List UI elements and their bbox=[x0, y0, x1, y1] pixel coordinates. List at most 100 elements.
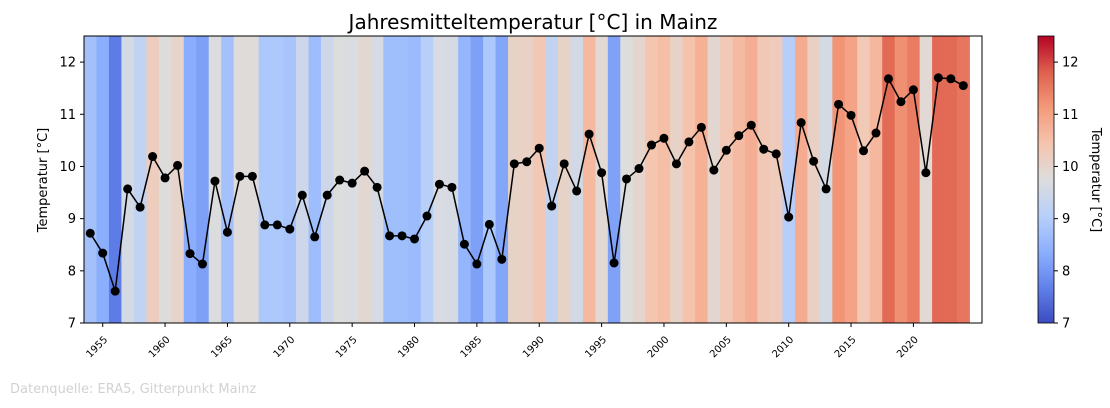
x-tick-label: 1985 bbox=[459, 334, 485, 360]
data-point-2020 bbox=[908, 85, 918, 95]
data-point-2007 bbox=[746, 120, 756, 130]
data-point-2002 bbox=[684, 137, 694, 147]
stripe-1962 bbox=[183, 36, 197, 323]
stripe-1990 bbox=[533, 36, 546, 323]
data-point-2024 bbox=[958, 81, 968, 91]
stripe-2018 bbox=[882, 36, 896, 323]
data-point-1958 bbox=[135, 202, 145, 212]
chart-title: Jahresmitteltemperatur [°C] in Mainz bbox=[347, 10, 718, 34]
x-tick-label: 1960 bbox=[147, 334, 173, 360]
x-tick-label: 1995 bbox=[583, 334, 609, 360]
stripe-1978 bbox=[383, 36, 397, 323]
data-point-2017 bbox=[871, 128, 881, 138]
y-tick-label: 8 bbox=[68, 264, 76, 279]
stripe-1991 bbox=[545, 36, 559, 323]
stripe-1987 bbox=[495, 36, 509, 323]
stripe-1999 bbox=[645, 36, 659, 323]
data-point-2016 bbox=[859, 146, 869, 156]
stripe-2023 bbox=[944, 36, 958, 323]
data-point-1960 bbox=[160, 173, 170, 183]
stripe-1985 bbox=[470, 36, 484, 323]
data-point-2015 bbox=[846, 110, 856, 120]
data-point-1984 bbox=[459, 239, 469, 249]
stripe-2001 bbox=[670, 36, 684, 323]
y-tick-label: 12 bbox=[59, 56, 76, 71]
stripe-2000 bbox=[657, 36, 671, 323]
stripe-1977 bbox=[370, 36, 384, 323]
stripe-1993 bbox=[570, 36, 584, 323]
stripe-2008 bbox=[757, 36, 771, 323]
data-point-1961 bbox=[173, 160, 183, 170]
temperature-series bbox=[85, 73, 968, 296]
stripe-2005 bbox=[720, 36, 733, 323]
data-point-1967 bbox=[247, 171, 257, 181]
data-point-1954 bbox=[85, 228, 95, 238]
stripe-2010 bbox=[782, 36, 796, 323]
data-point-1969 bbox=[272, 220, 282, 230]
data-point-1981 bbox=[422, 211, 432, 221]
data-point-1993 bbox=[572, 186, 582, 196]
data-point-1955 bbox=[98, 248, 108, 258]
stripe-2012 bbox=[807, 36, 821, 323]
stripe-1979 bbox=[395, 36, 409, 323]
y-tick-label: 11 bbox=[59, 108, 76, 123]
x-tick-label: 1965 bbox=[209, 334, 235, 360]
stripe-1996 bbox=[607, 36, 621, 323]
data-point-2021 bbox=[921, 168, 931, 178]
colorbar-tick-label: 9 bbox=[1062, 212, 1070, 227]
stripe-2021 bbox=[919, 36, 933, 323]
colorbar-tick-label: 11 bbox=[1062, 108, 1079, 123]
stripe-1989 bbox=[520, 36, 534, 323]
stripe-2013 bbox=[819, 36, 833, 323]
stripe-1963 bbox=[196, 36, 210, 323]
data-point-2019 bbox=[896, 97, 906, 107]
data-point-1973 bbox=[322, 190, 332, 200]
stripe-1984 bbox=[458, 36, 472, 323]
data-point-2023 bbox=[946, 74, 956, 84]
stripe-2024 bbox=[957, 36, 970, 323]
stripe-1973 bbox=[320, 36, 334, 323]
plot-frame bbox=[83, 35, 983, 324]
stripe-2016 bbox=[857, 36, 871, 323]
y-axis: 7 8 9 10 11 12 bbox=[59, 56, 84, 332]
data-point-1987 bbox=[497, 254, 507, 264]
stripe-1988 bbox=[508, 36, 521, 323]
data-point-2006 bbox=[734, 131, 744, 141]
data-point-1990 bbox=[534, 143, 544, 153]
data-source-note: Datenquelle: ERA5, Gitterpunkt Mainz bbox=[10, 382, 257, 397]
x-tick-label: 1990 bbox=[521, 334, 547, 360]
stripe-1986 bbox=[483, 36, 496, 323]
x-tick-label: 2000 bbox=[646, 334, 672, 360]
data-point-1957 bbox=[123, 184, 133, 194]
y-tick-label: 7 bbox=[68, 317, 76, 332]
stripe-2009 bbox=[769, 36, 783, 323]
data-point-2013 bbox=[821, 184, 831, 194]
stripe-2020 bbox=[907, 36, 921, 323]
x-tick-label: 2005 bbox=[708, 334, 734, 360]
data-point-1980 bbox=[410, 234, 420, 244]
data-point-1998 bbox=[634, 164, 644, 174]
colorbar-tick-label: 12 bbox=[1062, 56, 1079, 71]
stripe-1981 bbox=[420, 36, 434, 323]
x-tick-label: 2015 bbox=[833, 334, 859, 360]
data-point-1983 bbox=[447, 182, 457, 192]
stripe-2014 bbox=[832, 36, 846, 323]
data-point-1999 bbox=[646, 140, 656, 150]
stripe-2022 bbox=[932, 36, 945, 323]
data-point-1972 bbox=[310, 232, 320, 242]
x-tick-label: 2020 bbox=[895, 334, 921, 360]
stripe-2015 bbox=[844, 36, 858, 323]
stripe-2006 bbox=[732, 36, 746, 323]
warming-stripes bbox=[84, 36, 970, 323]
data-point-2011 bbox=[796, 118, 806, 128]
stripe-1980 bbox=[408, 36, 422, 323]
stripe-1968 bbox=[258, 36, 272, 323]
data-point-1977 bbox=[372, 182, 382, 192]
data-point-1966 bbox=[235, 171, 245, 181]
data-point-1988 bbox=[509, 159, 519, 169]
data-point-1970 bbox=[285, 224, 295, 234]
data-point-1995 bbox=[597, 168, 607, 178]
colorbar-label: Temperatur [°C] bbox=[1088, 127, 1103, 233]
stripe-1958 bbox=[133, 36, 147, 323]
stripe-1957 bbox=[121, 36, 135, 323]
